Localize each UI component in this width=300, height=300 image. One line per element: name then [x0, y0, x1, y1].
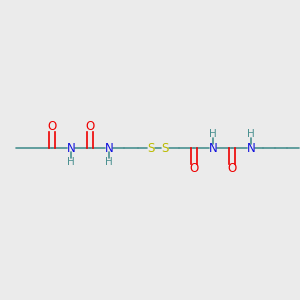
Text: S: S — [161, 142, 169, 154]
Text: N: N — [208, 142, 217, 154]
Text: O: O — [227, 163, 237, 176]
Text: H: H — [247, 129, 255, 139]
Text: O: O — [189, 163, 199, 176]
Text: H: H — [67, 157, 75, 167]
Text: S: S — [147, 142, 155, 154]
Text: N: N — [105, 142, 113, 154]
Text: N: N — [247, 142, 255, 154]
Text: H: H — [209, 129, 217, 139]
Text: N: N — [67, 142, 75, 154]
Text: O: O — [85, 121, 94, 134]
Text: H: H — [105, 157, 113, 167]
Text: O: O — [47, 121, 57, 134]
